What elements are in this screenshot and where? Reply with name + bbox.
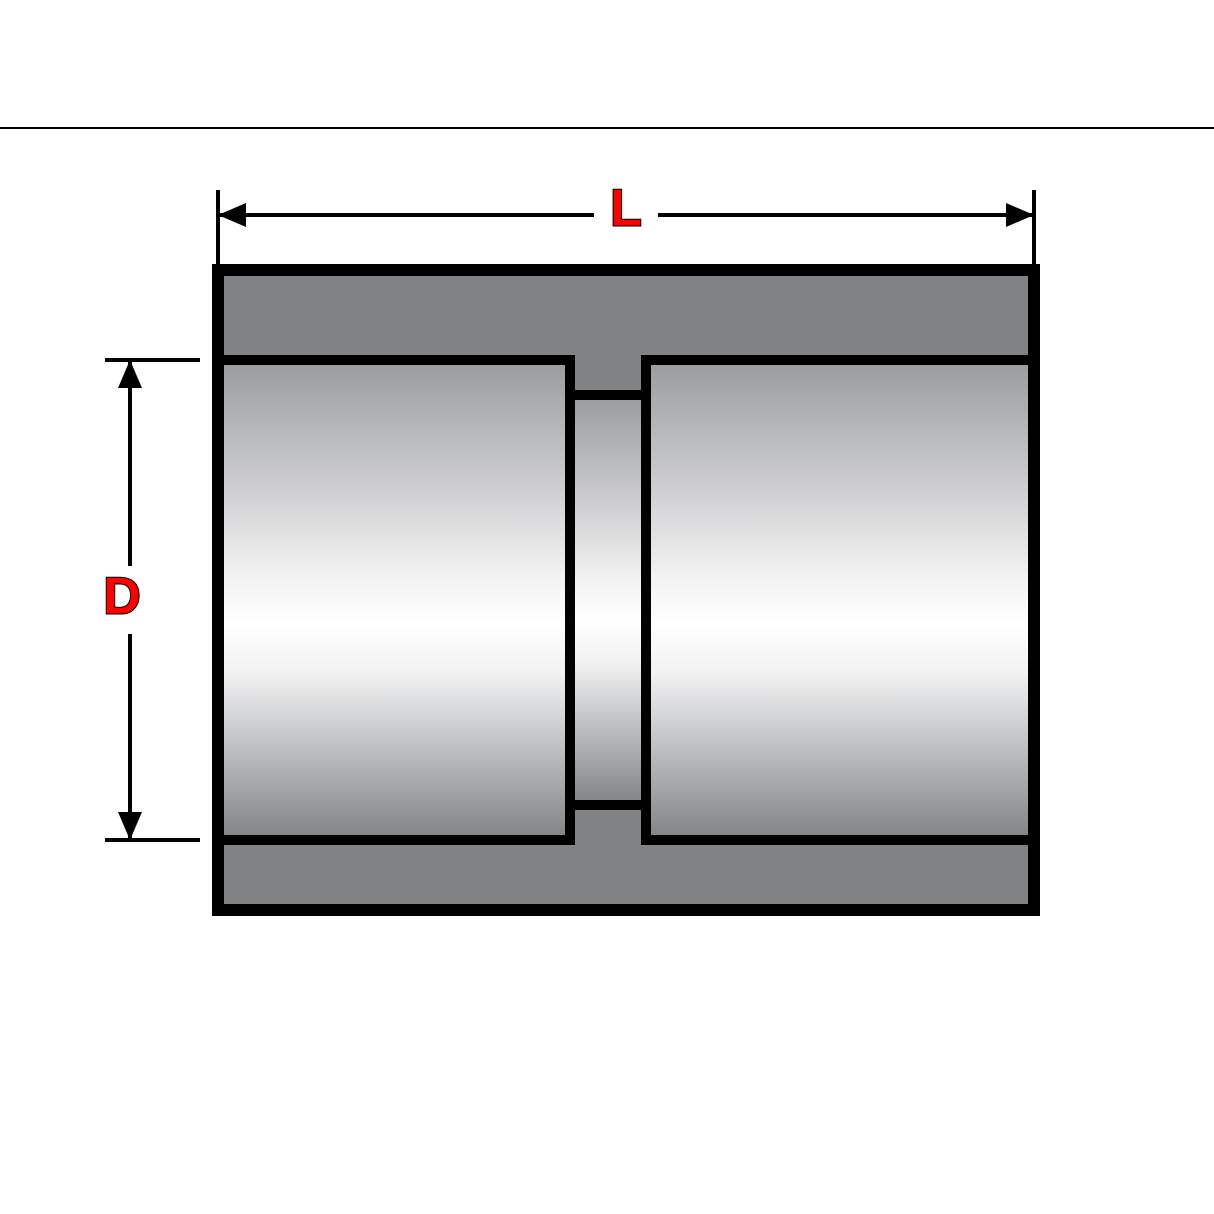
bore-left xyxy=(218,360,570,840)
coupling-body xyxy=(218,270,1034,910)
center-slot xyxy=(570,395,646,805)
dimension-D: D xyxy=(100,360,200,840)
dimension-D-label: D xyxy=(103,568,141,626)
dimension-L: L xyxy=(218,180,1034,270)
coupling-diagram: L D xyxy=(0,0,1214,1214)
bore-right xyxy=(646,360,1034,840)
dimension-L-label: L xyxy=(610,180,642,238)
